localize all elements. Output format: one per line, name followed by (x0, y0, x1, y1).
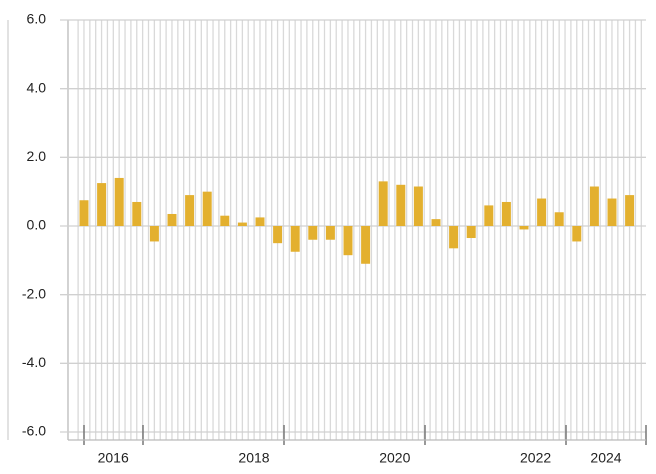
bar (431, 219, 441, 226)
bar (220, 215, 230, 226)
bar (554, 212, 564, 226)
bar (79, 200, 89, 226)
y-tick-label: -2.0 (22, 285, 46, 301)
bar (273, 226, 283, 244)
bar (343, 226, 353, 256)
bar (185, 195, 195, 226)
y-tick-label: -4.0 (22, 354, 46, 370)
bar (255, 217, 265, 226)
x-tick-label: 2020 (379, 450, 410, 466)
y-tick-label: 2.0 (27, 148, 47, 164)
x-tick-label: 2024 (590, 450, 621, 466)
bar (537, 198, 547, 226)
bar (484, 205, 494, 226)
bar (290, 226, 300, 252)
bar (202, 191, 212, 226)
x-tick-label: 2022 (520, 450, 551, 466)
bar (361, 226, 371, 264)
vertical-grid (77, 20, 642, 440)
bar (519, 226, 529, 230)
y-tick-label: 0.0 (27, 217, 47, 233)
bar (449, 226, 459, 249)
bar (325, 226, 335, 240)
bar (589, 186, 599, 226)
bar (308, 226, 318, 240)
bar (413, 186, 423, 226)
bar (501, 201, 511, 226)
bar (466, 226, 476, 239)
bar (378, 181, 388, 226)
bar (132, 201, 142, 226)
bar (396, 184, 406, 226)
x-tick-label: 2016 (98, 450, 129, 466)
y-tick-label: 6.0 (27, 11, 47, 27)
bar (114, 177, 124, 226)
x-tick-label: 2018 (238, 450, 269, 466)
bar (97, 183, 107, 226)
y-tick-label: -6.0 (22, 423, 46, 439)
bar (149, 226, 159, 242)
y-tick-label: 4.0 (27, 79, 47, 95)
bar (572, 226, 582, 242)
bar (625, 195, 635, 226)
bar (237, 222, 247, 226)
bar (167, 213, 177, 226)
bar (607, 198, 617, 226)
